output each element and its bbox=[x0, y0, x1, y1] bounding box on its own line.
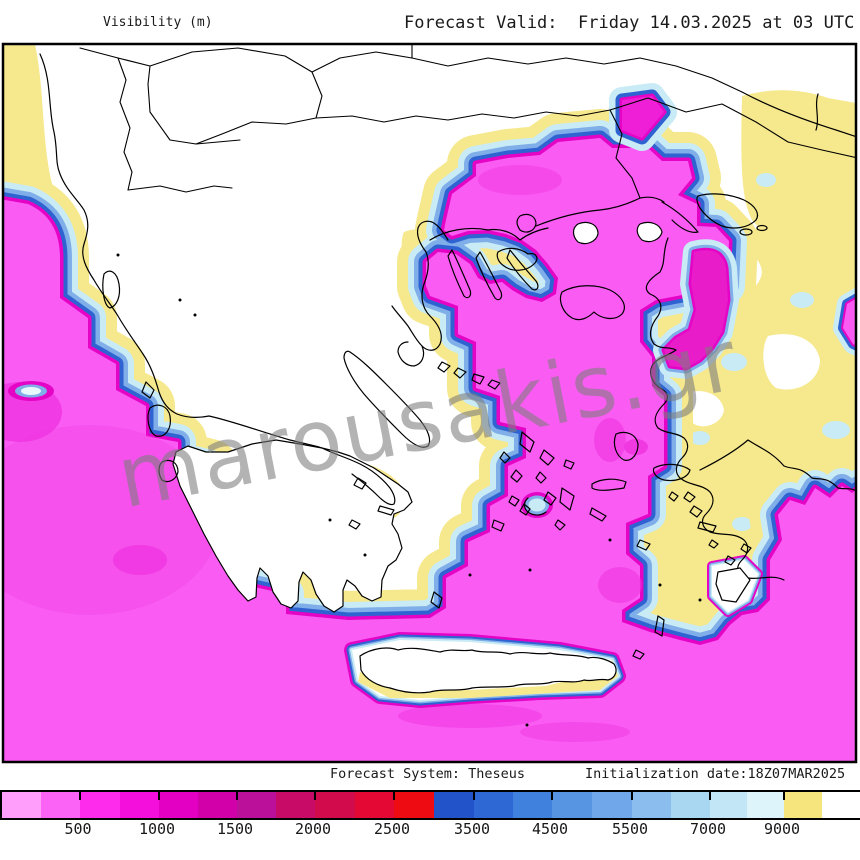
colorbar-cell bbox=[120, 792, 159, 818]
colorbar-cell bbox=[80, 792, 120, 818]
colorbar-cell bbox=[315, 792, 355, 818]
colorbar-cell bbox=[434, 792, 474, 818]
colorbar-cell bbox=[276, 792, 315, 818]
colorbar-cell bbox=[474, 792, 513, 818]
crete-clear-blob bbox=[352, 640, 618, 700]
colorbar-tick-label: 2000 bbox=[294, 820, 332, 838]
colorbar-cell bbox=[41, 792, 80, 818]
map-frame bbox=[1, 42, 858, 764]
colorbar-tick bbox=[473, 792, 475, 800]
forecast-valid-label: Forecast Valid: Friday 14.03.2025 at 03 … bbox=[404, 13, 855, 33]
ionian-clear-lens bbox=[8, 381, 54, 401]
colorbar-tick-label: 500 bbox=[64, 820, 92, 838]
colorbar-cell bbox=[394, 792, 434, 818]
colorbar-tick bbox=[236, 792, 238, 800]
colorbar-tick-label: 4500 bbox=[531, 820, 569, 838]
inland-fog-patch-ne bbox=[622, 96, 664, 138]
colorbar-tick-label: 7000 bbox=[689, 820, 727, 838]
colorbar-cell bbox=[198, 792, 237, 818]
colorbar-tick bbox=[393, 792, 395, 800]
colorbar-cell bbox=[552, 792, 592, 818]
colorbar-tick-label: 5500 bbox=[611, 820, 649, 838]
visibility-colorbar bbox=[0, 790, 860, 820]
right-edge-fog-sliver bbox=[843, 293, 856, 350]
colorbar-tick-label: 2500 bbox=[373, 820, 411, 838]
colorbar-tick bbox=[314, 792, 316, 800]
colorbar-cell bbox=[237, 792, 276, 818]
colorbar-tick bbox=[79, 792, 81, 800]
colorbar-cell bbox=[784, 792, 822, 818]
colorbar-cell bbox=[710, 792, 747, 818]
colorbar-tick-label: 1500 bbox=[216, 820, 254, 838]
initialization-date-label: Initialization date:18Z07MAR2025 bbox=[585, 766, 846, 782]
colorbar-cell bbox=[513, 792, 552, 818]
coastlines-and-borders bbox=[39, 44, 856, 727]
map-title: Visibility (m) bbox=[103, 15, 213, 30]
colorbar-cell bbox=[632, 792, 671, 818]
colorbar-tick bbox=[709, 792, 711, 800]
colorbar-tick bbox=[551, 792, 553, 800]
colorbar-tick bbox=[631, 792, 633, 800]
colorbar-cell bbox=[592, 792, 632, 818]
colorbar-cell bbox=[159, 792, 198, 818]
colorbar-tick bbox=[783, 792, 785, 800]
colorbar-cell bbox=[671, 792, 710, 818]
colorbar-tick-label: 1000 bbox=[138, 820, 176, 838]
colorbar-tick-label: 9000 bbox=[763, 820, 801, 838]
forecast-system-label: Forecast System: Theseus bbox=[330, 766, 526, 782]
colorbar-cell bbox=[355, 792, 394, 818]
country-borders bbox=[79, 44, 856, 199]
colorbar-cell bbox=[822, 792, 860, 818]
colorbar-tick bbox=[158, 792, 160, 800]
colorbar-cell bbox=[747, 792, 784, 818]
colorbar-cell bbox=[2, 792, 41, 818]
colorbar-tick-label: 3500 bbox=[453, 820, 491, 838]
